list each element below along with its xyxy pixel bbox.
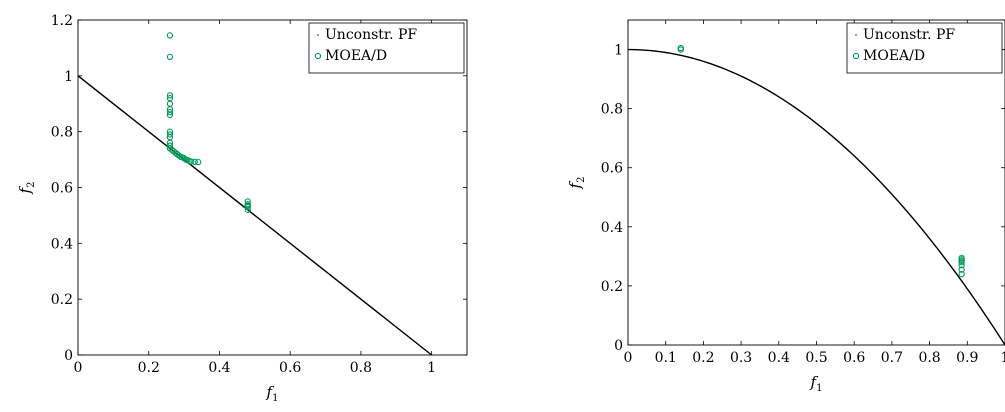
moead-point — [166, 32, 174, 39]
legend-entry-label: Unconstr. PF — [863, 27, 955, 43]
moead-point — [191, 158, 198, 165]
x-tick-label: 0.8 — [350, 360, 372, 376]
pareto-front-line — [77, 75, 433, 356]
x-tick-label: 0.5 — [805, 350, 827, 366]
moead-point — [166, 100, 174, 107]
y-tick-label: 0.6 — [51, 181, 73, 197]
x-tick-label: 0.6 — [843, 350, 865, 366]
moead-point — [166, 53, 174, 60]
x-tick-label: 0.4 — [768, 350, 790, 366]
y-axis-label: f2 — [566, 177, 587, 190]
legend: Unconstr. PF MOEA/D — [846, 22, 1003, 74]
x-tick-label: 0.1 — [655, 350, 677, 366]
y-tick-label: 1.2 — [51, 13, 73, 29]
moead-point — [958, 262, 965, 269]
x-tick-label: 0.8 — [918, 350, 940, 366]
legend-box — [846, 22, 1003, 74]
x-tick-label: 0.3 — [730, 350, 752, 366]
x-tick-label: 1 — [427, 360, 436, 376]
y-tick-label: 0.4 — [601, 220, 623, 236]
moead-point — [166, 111, 174, 119]
legend-marker-moead — [852, 52, 860, 60]
y-tick-label: 0.2 — [601, 279, 623, 295]
x-tick-label: 0.4 — [208, 360, 230, 376]
x-tick-label: 0.2 — [138, 360, 160, 376]
y-tick-label: 0 — [614, 338, 623, 354]
x-tick-label: 0.7 — [881, 350, 903, 366]
y-tick-label: 0.4 — [51, 236, 73, 252]
y-tick-label: 0 — [64, 348, 73, 364]
y-tick-label: 0.8 — [51, 125, 73, 141]
moead-point — [958, 266, 965, 273]
moead-point — [195, 158, 202, 166]
y-tick-label: 1 — [64, 69, 73, 85]
moead-point — [244, 206, 251, 213]
moead-point — [166, 92, 174, 99]
x-tick-label: 0.6 — [279, 360, 301, 376]
y-tick-label: 0.8 — [601, 102, 623, 118]
legend: Unconstr. PF MOEA/D — [308, 22, 465, 74]
x-tick-label: 0 — [74, 360, 83, 376]
y-axis-label: f2 — [16, 182, 37, 195]
legend-marker-pf — [317, 34, 319, 36]
moead-point — [166, 131, 174, 138]
legend-entry-label: MOEA/D — [863, 48, 925, 64]
legend-marker-moead — [314, 52, 322, 60]
moead-point — [188, 158, 195, 165]
plot-right: 0 0.1 0.2 0.3 0.4 0.5 0.6 0.7 0.8 0.9 1 0 0.2 0.4 0.6 0… — [566, 19, 1005, 394]
moead-point — [244, 203, 251, 211]
y-tick-label: 0.2 — [51, 292, 73, 308]
moead-point — [677, 46, 684, 53]
plot-left: 0 0.2 0.4 0.6 0.8 1 0 0.2 0.4 0.6 0.8 1 1.2 f1 f2 Uncon… — [16, 13, 468, 404]
y-tick-label: 1 — [614, 43, 623, 59]
moead-point — [166, 108, 174, 116]
legend-entry-label: Unconstr. PF — [325, 27, 417, 43]
legend-marker-pf — [855, 34, 857, 36]
pareto-front-curve — [627, 48, 1005, 346]
x-tick-label: 0 — [624, 350, 633, 366]
x-axis-label: f1 — [810, 373, 823, 394]
y-tick-label: 0.6 — [601, 161, 623, 177]
legend-box — [308, 22, 465, 74]
x-tick-label: 0.2 — [692, 350, 714, 366]
x-axis-label: f1 — [266, 383, 279, 404]
x-tick-label: 1 — [1001, 350, 1005, 366]
legend-entry-label: MOEA/D — [325, 48, 387, 64]
moead-point — [958, 259, 965, 266]
moead-point — [958, 270, 965, 278]
x-tick-label: 0.9 — [956, 350, 978, 366]
